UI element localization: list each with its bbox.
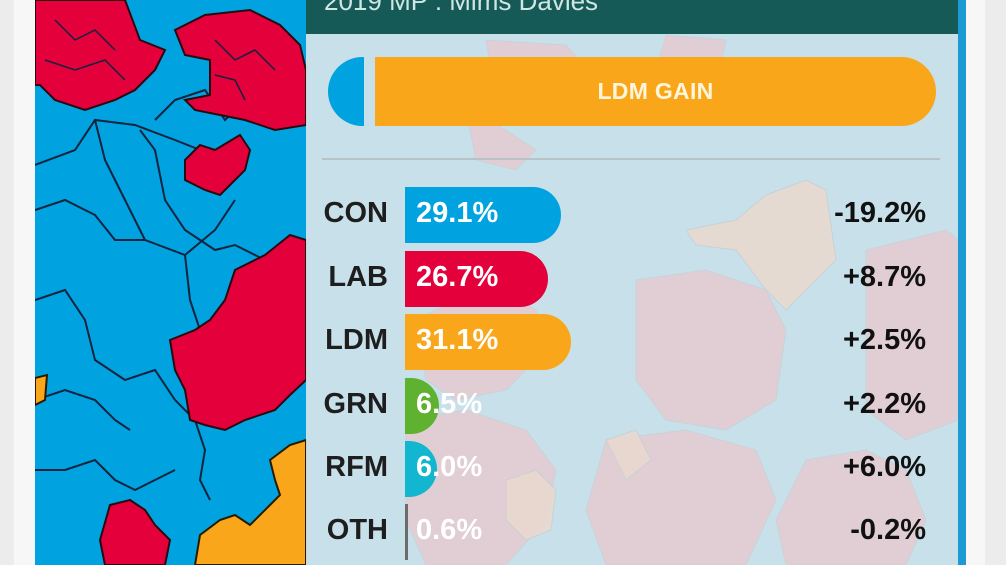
vote-share: 6.5% <box>416 388 483 420</box>
vote-share-bar <box>405 187 561 243</box>
vote-share-bar <box>405 314 571 370</box>
result-banner: LDM GAIN <box>328 57 936 126</box>
vote-share-bar <box>405 251 548 307</box>
map-shapes <box>35 0 307 565</box>
page-margin-right <box>985 0 1006 565</box>
party-row-rfm: RFM 6.0% +6.0% <box>306 441 958 497</box>
party-row-lab: LAB 26.7% +8.7% <box>306 251 958 307</box>
vote-share: 26.7% <box>416 261 499 293</box>
party-name: LAB <box>328 261 388 293</box>
vote-share: 6.0% <box>416 451 483 483</box>
party-name: GRN <box>323 388 388 420</box>
vote-change: +6.0% <box>842 451 926 483</box>
party-row-grn: GRN 6.5% +2.2% <box>306 378 958 434</box>
party-name: CON <box>323 197 388 229</box>
party-name: RFM <box>325 451 388 483</box>
divider <box>322 158 940 160</box>
result-label: LDM GAIN <box>597 78 714 104</box>
page-gutter-left <box>14 0 36 565</box>
vote-change: +8.7% <box>842 261 926 293</box>
vote-change: -19.2% <box>834 197 926 229</box>
party-name: LDM <box>325 324 388 356</box>
previous-mp-label: 2019 MP : Mims Davies <box>324 0 599 16</box>
previous-winner-segment <box>328 57 364 126</box>
constituency-header: 2019 MP : Mims Davies <box>306 0 958 34</box>
vote-change: +2.5% <box>842 324 926 356</box>
vote-share: 0.6% <box>416 514 483 546</box>
winner-segment: LDM GAIN <box>375 57 936 126</box>
vote-change: +2.2% <box>842 388 926 420</box>
vote-share-bar <box>405 504 408 560</box>
party-row-con: CON 29.1% -19.2% <box>306 187 958 243</box>
party-row-ldm: LDM 31.1% +2.5% <box>306 314 958 370</box>
vote-change: -0.2% <box>850 514 926 546</box>
party-name: OTH <box>326 514 388 546</box>
party-row-oth: OTH 0.6% -0.2% <box>306 504 958 560</box>
vote-share: 29.1% <box>416 197 499 229</box>
map-edge-strip <box>958 0 966 565</box>
results-panel: 2019 MP : Mims Davies LDM GAIN CON 29.1%… <box>306 0 958 565</box>
vote-share: 31.1% <box>416 324 499 356</box>
